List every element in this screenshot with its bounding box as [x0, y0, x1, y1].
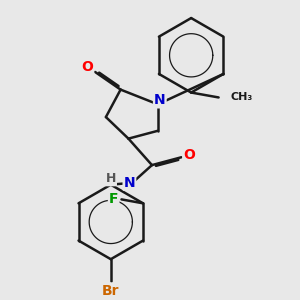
Text: CH₃: CH₃	[230, 92, 253, 103]
Text: O: O	[81, 60, 93, 74]
Text: O: O	[183, 148, 195, 162]
Text: Br: Br	[102, 284, 119, 298]
Text: N: N	[124, 176, 135, 190]
Text: F: F	[109, 192, 118, 206]
Text: N: N	[154, 93, 166, 107]
Text: H: H	[106, 172, 116, 185]
